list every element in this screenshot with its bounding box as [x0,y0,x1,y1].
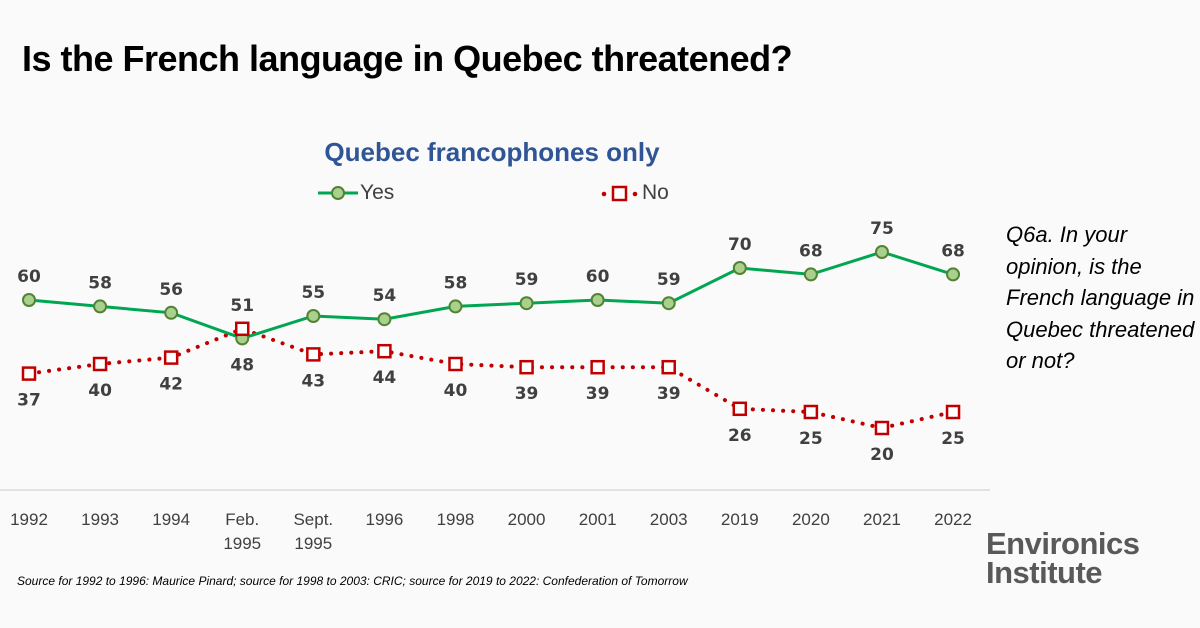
no-data-label: 51 [230,296,254,316]
x-tick-label: 1998 [437,510,475,529]
yes-data-label: 48 [230,355,254,375]
yes-data-label: 56 [159,280,183,300]
x-tick-label: 2001 [579,510,617,529]
yes-data-label: 75 [870,219,894,239]
series-yes-line [28,250,954,340]
legend-no-label: No [642,181,669,204]
yes-data-label: 70 [728,235,752,255]
survey-question: Q6a. In your opinion, is the French lang… [1006,222,1195,373]
yes-data-label: 60 [17,267,41,287]
legend-yes-marker-icon [318,186,358,200]
x-tick-label: Sept. 1995 [293,510,333,553]
logo-line-2: Institute [986,555,1103,590]
logo-line-1: Environics [986,526,1140,561]
no-point-2 [163,350,179,365]
yes-point-0 [22,293,36,307]
x-tick-label: 1993 [81,510,119,529]
yes-point-4 [306,309,321,323]
no-point-1 [92,356,108,372]
no-point-12 [874,420,890,436]
no-data-label: 40 [444,381,468,401]
yes-point-13 [946,267,961,282]
x-tick-label: 2019 [721,510,759,529]
yes-point-8 [590,293,605,307]
x-tick-label: 1996 [365,510,403,529]
legend-yes: Yes [318,181,394,205]
yes-data-label: 68 [941,241,965,261]
yes-data-label: 59 [515,270,539,290]
source-note: Source for 1992 to 1996: Maurice Pinard;… [17,574,688,588]
no-point-6 [448,356,463,372]
no-data-label: 43 [301,371,325,391]
yes-point-6 [448,299,463,314]
no-data-label: 42 [159,375,183,395]
no-point-3 [234,321,250,337]
no-data-label: 37 [17,391,41,411]
yes-data-label: 54 [373,286,397,306]
yes-point-2 [164,305,179,320]
yes-point-5 [377,312,392,327]
x-tick-label: 2020 [792,510,830,529]
no-point-8 [590,359,605,375]
legend-yes-label: Yes [360,181,395,204]
no-point-5 [377,343,392,359]
page-title: Is the French language in Quebec threate… [22,38,793,79]
yes-data-label: 58 [444,273,468,293]
no-data-label: 39 [586,384,610,404]
no-point-10 [732,401,748,417]
yes-point-7 [519,296,534,311]
no-data-label: 25 [799,429,823,449]
yes-data-label: 58 [88,273,112,293]
x-tick-label: 2000 [508,510,546,529]
no-data-label: 44 [373,368,397,388]
no-data-label: 20 [870,445,894,465]
no-data-label: 26 [728,426,752,446]
yes-point-12 [874,245,889,259]
environics-logo: Environics Institute [986,526,1140,590]
no-point-7 [519,359,534,375]
legend-no: No [600,181,669,205]
no-point-11 [803,404,819,420]
no-point-9 [661,359,676,375]
no-point-13 [945,404,961,420]
no-point-4 [306,347,321,362]
yes-data-label: 59 [657,270,681,290]
x-tick-label: 1994 [152,510,190,529]
no-data-label: 39 [515,384,539,404]
legend-no-marker-icon [601,185,638,202]
yes-point-10 [732,261,747,275]
yes-point-1 [93,299,108,314]
no-data-label: 40 [88,381,112,401]
no-data-label: 25 [941,429,965,449]
line-chart: 60 58 56 48 55 54 58 59 60 59 70 68 75 68 37 40 42 51 43 44… [0,219,990,553]
x-tick-label: 1992 [10,510,48,529]
yes-data-label: 60 [586,267,610,287]
series-no-line [27,326,956,431]
no-data-label: 39 [657,384,681,404]
x-tick-label: 2021 [863,510,901,529]
yes-point-11 [803,267,818,282]
x-tick-label: 2022 [934,510,972,529]
no-point-0 [21,366,37,381]
chart-subtitle: Quebec francophones only [324,137,660,167]
yes-point-9 [661,296,676,311]
x-tick-label: 2003 [650,510,688,529]
yes-data-label: 55 [301,283,325,303]
yes-data-label: 68 [799,241,823,261]
x-tick-label: Feb. 1995 [223,510,261,553]
